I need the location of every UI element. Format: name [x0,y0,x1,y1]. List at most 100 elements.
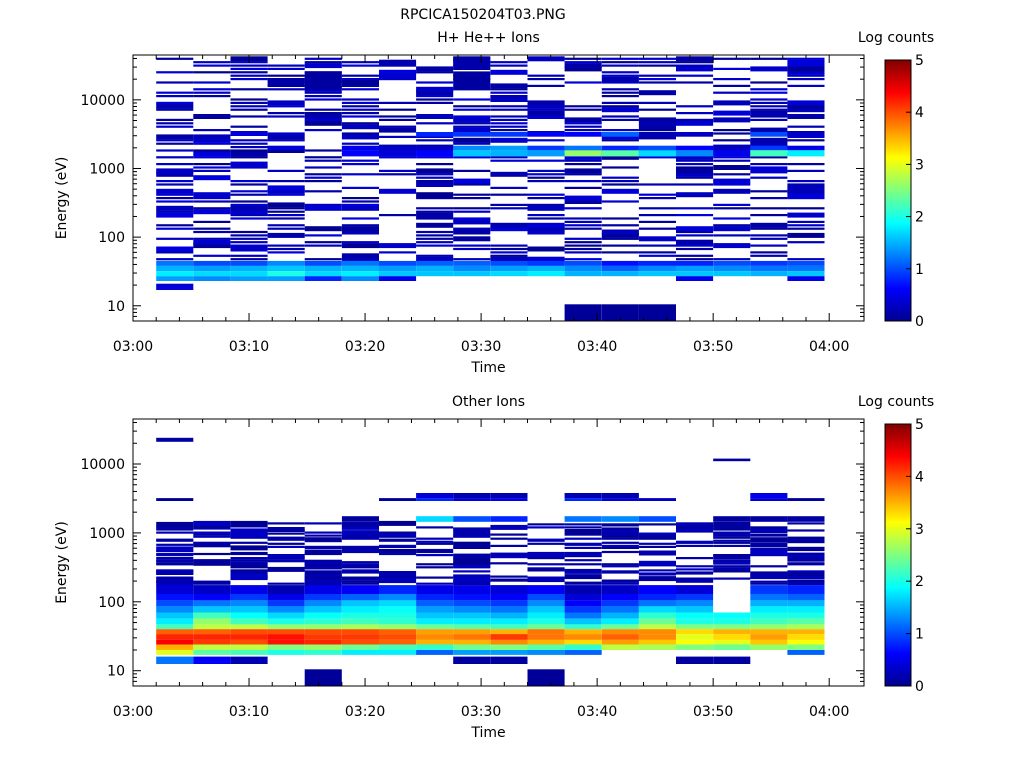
heatmap-cell [601,217,639,220]
heatmap-cell [416,95,454,98]
heatmap-cell [193,624,231,630]
heatmap-cell [676,214,714,217]
heatmap-cell [416,150,454,157]
heatmap-cell [787,606,825,613]
heatmap-cell [490,244,528,247]
heatmap-cell [156,559,194,562]
heatmap-cell [490,271,528,277]
heatmap-cell [453,219,491,225]
heatmap-cell [304,594,342,601]
heatmap-cell [453,227,491,230]
heatmap-cell [453,585,491,594]
panels: H+ He++ Ions Time Energy (eV) 03:00 03:10 03:… [54,30,934,741]
heatmap-cell [787,562,825,565]
heatmap-cell [490,193,528,196]
colorbar-tick-label: 3 [915,157,924,173]
heatmap-cell [379,173,417,176]
heatmap-cell [379,550,417,554]
heatmap-cell [787,114,825,119]
heatmap-cell [230,180,268,183]
heatmap-cell [750,618,788,625]
heatmap-cell [341,585,379,594]
heatmap-cell [379,150,417,157]
heatmap-cell [156,224,194,227]
heatmap-cell [787,529,825,532]
heatmap-cell [304,226,342,232]
heatmap-cell [601,629,639,635]
heatmap-cell [638,156,676,159]
heatmap-cell [601,188,639,194]
heatmap-cell [453,634,491,640]
heatmap-cell [638,600,676,607]
heatmap-cell [156,139,194,142]
heatmap-cell [453,247,491,251]
heatmap-cell [490,656,528,664]
heatmap-cell [341,521,379,527]
heatmap-cell [713,524,751,530]
heatmap-cell [527,222,565,228]
heatmap-cell [527,176,565,179]
heatmap-cell [787,594,825,601]
heatmap-cell [230,585,268,594]
heatmap-cell [156,134,194,140]
heatmap-cell [601,565,639,568]
heatmap-cell [193,149,231,152]
heatmap-cell [230,78,268,81]
heatmap-cell [601,145,639,151]
heatmap-cell [787,185,825,191]
heatmap-cell [304,534,342,537]
heatmap-cell [564,618,602,625]
heatmap-cell [416,212,454,218]
heatmap-cell [267,650,305,655]
heatmap-cell [527,594,565,601]
heatmap-cell [193,618,231,625]
heatmap-cell [416,650,454,655]
heatmap-cell [156,585,194,594]
heatmap-cell [341,606,379,613]
heatmap-cell [304,118,342,121]
heatmap-cell [193,266,231,272]
heatmap-cell [750,574,788,577]
heatmap-cell [490,498,528,501]
heatmap-cell [156,171,194,177]
heatmap-cell [193,230,231,234]
heatmap-cell [750,612,788,619]
heatmap-cell [713,554,751,560]
heatmap-cell [453,236,491,242]
heatmap-cell [601,200,639,203]
heatmap-cell [341,74,379,77]
heatmap-cell [230,656,268,664]
heatmap-cell [453,594,491,601]
heatmap-cell [601,244,639,247]
heatmap-cell [416,256,454,262]
heatmap-cell [750,227,788,230]
heatmap-cell [453,115,491,118]
heatmap-cell [230,276,268,281]
heatmap-cell [676,524,714,527]
heatmap-cell [787,546,825,549]
heatmap-cell [453,574,491,577]
heatmap-cell [564,66,602,72]
heatmap-cells [156,56,825,321]
heatmap-cell [527,203,565,206]
heatmap-cell [416,81,454,84]
heatmap-cell [453,498,491,501]
heatmap-cell [267,554,305,557]
heatmap-cell [304,585,342,594]
heatmap-cell [453,71,491,90]
heatmap-cell [416,86,454,92]
heatmap-cell [601,101,639,104]
heatmap-cell [750,176,788,179]
heatmap-cell [193,634,231,640]
heatmap-cell [267,193,305,196]
heatmap-cell [750,582,788,585]
heatmap-cell [193,254,231,257]
heatmap-cell [416,173,454,176]
heatmap-cell [750,145,788,151]
heatmap-cell [490,600,528,607]
heatmap-cell [341,80,379,85]
heatmap-cell [156,629,194,635]
heatmap-cell [230,64,268,67]
heatmap-cell [713,570,751,573]
heatmap-cell [750,547,788,550]
